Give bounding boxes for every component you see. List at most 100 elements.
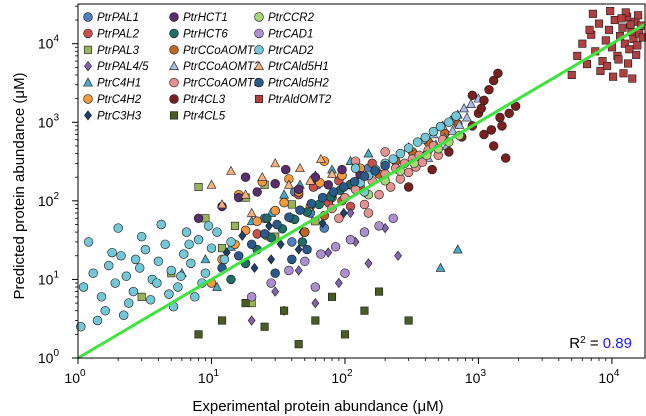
legend-label: PtrCCoAOMT3 [183, 78, 261, 90]
data-point [632, 50, 641, 59]
data-point [340, 330, 350, 339]
data-point [240, 189, 251, 199]
data-point [83, 237, 94, 247]
legend-label: PtrCAld5H1 [268, 61, 329, 73]
data-point [166, 265, 176, 276]
data-point [96, 292, 107, 302]
data-point [104, 260, 114, 271]
data-point [153, 256, 164, 267]
x-tick-label: 103 [465, 368, 487, 386]
plot-frame [77, 3, 646, 359]
data-point [100, 305, 110, 316]
data-point [315, 153, 326, 163]
data-point [247, 315, 256, 326]
data-point [617, 14, 626, 23]
y-axis-title: Predicted protein abundance (μM) [11, 72, 28, 299]
data-point [603, 61, 612, 71]
legend-label: PtrCAld5H2 [268, 78, 329, 90]
legend-label: PtrHCT1 [183, 12, 228, 24]
points-layer [76, 7, 646, 349]
data-point [302, 244, 312, 255]
data-point [287, 200, 296, 209]
legend-marker [83, 28, 93, 39]
series-ptrcad1 [246, 213, 398, 302]
legend-marker [83, 45, 93, 54]
series-ptr4cl3 [403, 68, 521, 192]
data-point [625, 45, 634, 54]
data-point [395, 174, 406, 184]
data-point [203, 221, 214, 231]
legend-marker [169, 77, 179, 88]
data-point [293, 184, 304, 195]
legend-label: PtrPAL2 [97, 28, 140, 40]
legend-label: Ptr4CL3 [183, 94, 226, 106]
x-axis-title: Experimental protein abundance (μM) [192, 398, 443, 415]
data-point [265, 220, 273, 232]
data-point [359, 171, 370, 182]
legend-marker [169, 28, 179, 39]
data-point [219, 254, 230, 265]
legend-item-ptrcald5h1: PtrCAld5H1 [254, 60, 329, 73]
data-point [427, 164, 437, 175]
data-point [190, 292, 200, 302]
data-point [324, 247, 333, 258]
data-point [246, 292, 257, 302]
data-point [287, 237, 297, 247]
data-point [310, 282, 321, 292]
data-point [328, 187, 339, 197]
data-point [330, 242, 341, 252]
data-point [226, 237, 236, 247]
legend-label: PtrCCR2 [268, 12, 315, 24]
data-point [634, 11, 643, 20]
data-point [626, 20, 635, 29]
data-point [193, 235, 204, 245]
data-point [78, 282, 89, 292]
data-point [119, 310, 129, 320]
legend-marker [84, 110, 92, 121]
data-point [218, 244, 227, 253]
data-point [250, 262, 259, 274]
y-tick-label: 103 [38, 112, 60, 130]
data-point [217, 199, 227, 209]
data-point [206, 179, 217, 189]
data-point [92, 315, 103, 326]
data-point [252, 187, 262, 197]
data-point [294, 244, 303, 255]
legend-marker [169, 94, 179, 104]
legend-item-ptr4cl5: Ptr4CL5 [169, 110, 226, 122]
data-point [113, 223, 123, 233]
data-point [454, 119, 465, 129]
data-point [435, 262, 446, 272]
data-point [110, 278, 120, 288]
data-point [259, 229, 270, 239]
legend-item-ptrccoaomt3: PtrCCoAOMT3 [169, 77, 261, 90]
legend-item-ptrc4h1: PtrC4H1 [83, 77, 141, 90]
legend-item-ptrcald5h2: PtrCAld5H2 [254, 78, 329, 90]
data-point [283, 179, 294, 189]
data-point [238, 230, 247, 241]
data-point [317, 192, 328, 203]
data-point [194, 182, 203, 192]
data-point [270, 205, 280, 216]
legend-label: PtrPAL4/5 [97, 61, 149, 73]
data-point [164, 289, 174, 299]
x-tick-label: 101 [198, 368, 220, 386]
data-point [585, 25, 594, 34]
data-point [137, 292, 146, 301]
data-point [346, 207, 355, 219]
data-point [246, 207, 257, 217]
data-point [300, 227, 310, 237]
data-point [334, 277, 343, 289]
data-point [452, 244, 463, 254]
data-point [76, 322, 86, 332]
y-tick-label: 101 [38, 269, 60, 287]
legend-marker [84, 61, 92, 72]
data-point [200, 254, 211, 264]
data-point [128, 286, 139, 297]
legend-item-ptr4cl3: Ptr4CL3 [169, 94, 226, 106]
legend-marker [169, 60, 179, 71]
data-point [582, 60, 591, 69]
data-point [435, 121, 446, 132]
data-point [334, 213, 344, 223]
